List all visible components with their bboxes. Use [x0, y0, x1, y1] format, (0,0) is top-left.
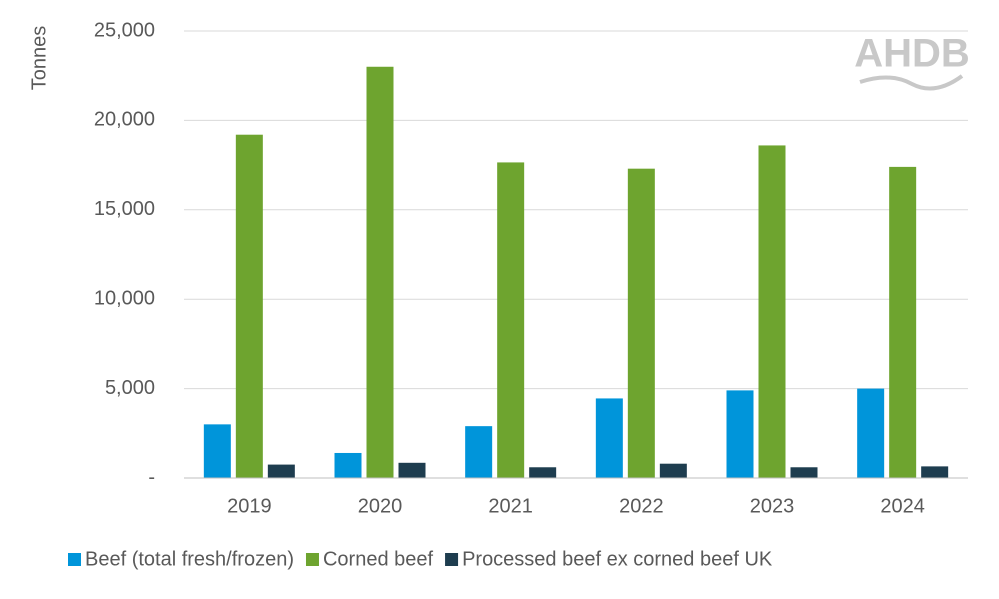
bar [790, 467, 818, 478]
x-tick-label: 2019 [227, 495, 272, 517]
bar [267, 464, 295, 478]
bar [921, 466, 949, 478]
bar [758, 145, 786, 478]
bar [627, 168, 655, 478]
x-tick-label: 2022 [619, 495, 664, 517]
y-axis-label: Tonnes [28, 26, 50, 91]
y-tick-label: 5,000 [105, 377, 155, 399]
legend-label: Beef (total fresh/frozen) [85, 548, 294, 570]
y-tick-label: 25,000 [94, 19, 155, 41]
bar [235, 134, 263, 479]
x-tick-label: 2024 [880, 495, 925, 517]
y-tick-label: 20,000 [94, 109, 155, 131]
legend-swatch [68, 553, 81, 566]
y-tick-label: 10,000 [94, 287, 155, 309]
bar [659, 463, 687, 478]
legend-label: Corned beef [323, 548, 434, 570]
bar [889, 166, 917, 478]
bar [203, 424, 231, 478]
logo: AHDB [854, 32, 970, 76]
x-tick-label: 2023 [750, 495, 795, 517]
logo-swoosh [859, 74, 964, 91]
bar [595, 398, 623, 478]
bar [529, 467, 557, 478]
bar [857, 388, 885, 478]
legend-label: Processed beef ex corned beef UK [462, 548, 773, 570]
bar [334, 452, 362, 478]
bar [366, 66, 394, 478]
y-tick-label: 15,000 [94, 198, 155, 220]
bar [497, 162, 525, 478]
bar [726, 390, 754, 478]
y-tick-label: - [148, 466, 155, 488]
x-tick-label: 2021 [488, 495, 533, 517]
legend-swatch [305, 553, 319, 566]
legend-swatch [445, 553, 459, 566]
x-tick-label: 2020 [358, 495, 403, 517]
bar [398, 462, 426, 478]
bar [465, 426, 493, 478]
